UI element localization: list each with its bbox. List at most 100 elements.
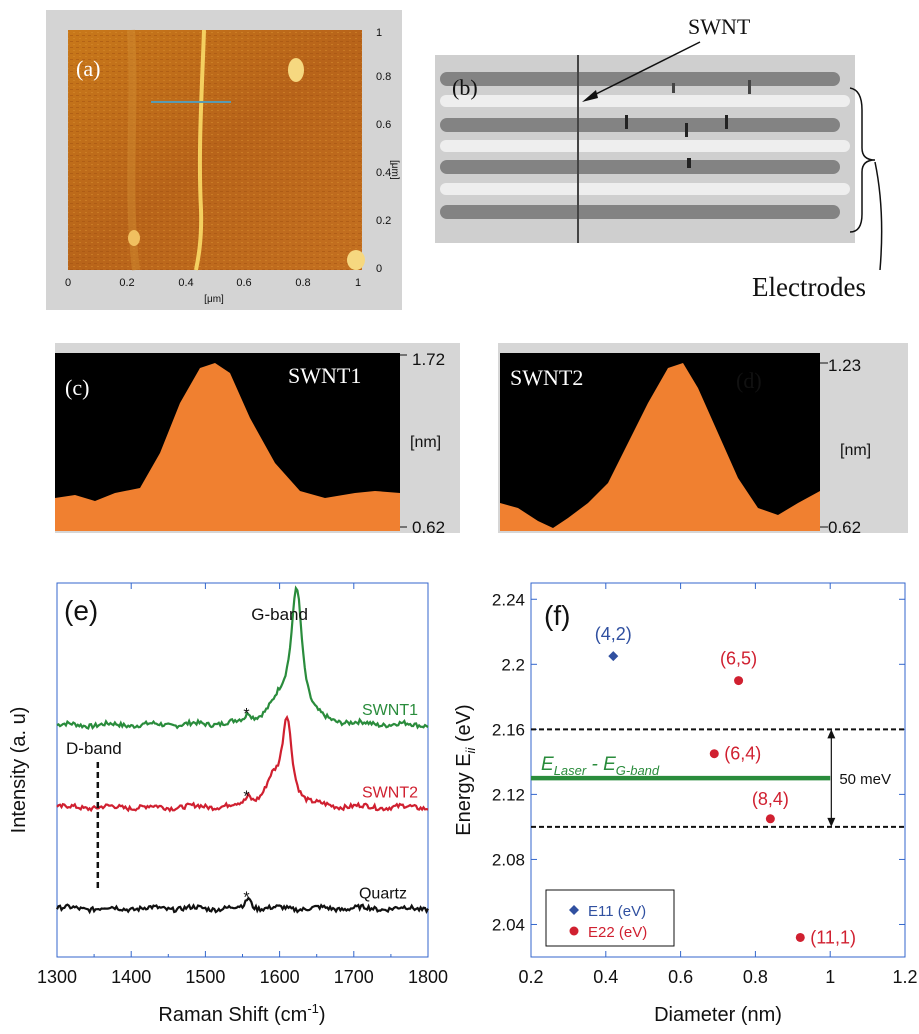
panel-c-label: (c) (65, 375, 89, 400)
raman-x-tick-label: 1300 (37, 967, 77, 987)
afm-x-unit: [μm] (204, 294, 224, 305)
panel-b-label: (b) (452, 75, 478, 100)
legend-label-e11: E11 (eV) (588, 903, 646, 920)
energy-x-axis-label: Diameter (nm) (654, 1004, 782, 1026)
profile-bottom-value: 0.62 (412, 518, 445, 533)
chirality-label: (4,2) (595, 624, 632, 644)
raman-x-axis-label: Raman Shift (cm-1) (158, 1001, 325, 1026)
swnt2-name: SWNT2 (510, 365, 583, 390)
energy-y-axis-label: Energy Eii (eV) (453, 704, 478, 835)
profile-area-swnt2 (500, 363, 820, 531)
swnt1-name: SWNT1 (288, 363, 361, 388)
afm-x-tick: 0 (65, 277, 71, 289)
height-profile-swnt1: (c) SWNT1 1.72 [nm] 0.62 (55, 343, 460, 537)
raman-chart: SWNT1 * SWNT2 * Quartz * 1300 1400 1500 1600 1700… (8, 582, 448, 1026)
legend-marker-e11 (569, 905, 579, 915)
panel-e-label: (e) (64, 595, 98, 626)
raman-x-tick-label: 1500 (185, 967, 225, 987)
energy-diameter-chart: 0.2 0.4 0.6 0.8 1 1.22.042.082.122.162.22.24 … (453, 582, 918, 1026)
energy-x-tick-label: 0.4 (593, 967, 618, 987)
legend-marker-e22 (569, 926, 579, 936)
laser-line-label: ELaser - EG-band (541, 754, 660, 778)
afm-y-tick: 0.6 (376, 119, 391, 131)
e22-data-point (795, 932, 805, 942)
afm-x-tick: 0.6 (236, 277, 251, 289)
raman-x-tick-label: 1700 (334, 967, 374, 987)
panel-b: (b) SWNT Electrodes (430, 0, 919, 302)
afm-x-tick: 0.8 (295, 277, 310, 289)
profile-bottom-value: 0.62 (828, 518, 861, 533)
afm-y-tick: 0.4 (376, 167, 391, 179)
profile-top-value: 1.23 (828, 356, 861, 375)
legend: E11 (eV) E22 (eV) (545, 889, 675, 947)
height-profile-swnt2: SWNT2 (d) 1.23 [nm] 0.62 (498, 343, 908, 537)
e22-data-point (709, 749, 719, 759)
profile-top-value: 1.72 (412, 350, 445, 369)
chirality-label: (6,4) (724, 744, 761, 764)
panel-a: (a) 0 0.2 0.4 0.6 0.8 1 [μm] 0 0.2 0.4 0… (46, 10, 402, 310)
swnt-arrow (587, 41, 701, 99)
energy-y-tick-label: 2.24 (492, 590, 525, 609)
profile-unit: [nm] (840, 442, 871, 459)
raman-star-marker: * (243, 706, 249, 723)
panel-f: 0.2 0.4 0.6 0.8 1 1.2 2.04 2.08 2.12 2.16 2.2 2.24 … (450, 580, 919, 1029)
raman-star-marker: * (243, 889, 249, 906)
afm-y-tick: 0.2 (376, 215, 391, 227)
legend-box (545, 889, 675, 947)
energy-x-tick-label: 0.2 (518, 967, 543, 987)
e22-data-point (734, 676, 744, 686)
raman-x-tick-label: 1400 (111, 967, 151, 987)
afm-y-tick: 0.8 (376, 71, 391, 83)
energy-y-tick-label: 2.2 (501, 655, 525, 674)
energy-x-tick-label: 1 (825, 967, 835, 987)
raman-y-axis-label: Intensity (a. u) (8, 707, 30, 834)
energy-y-tick-label: 2.04 (492, 915, 525, 934)
range-arrow-head-down (827, 817, 836, 827)
d-band-annotation: D-band (66, 739, 122, 758)
raman-x-tick-label: 1600 (260, 967, 300, 987)
energy-y-tick-label: 2.16 (492, 720, 525, 739)
electrode-image-frame: (b) SWNT Electrodes (435, 14, 883, 302)
afm-bright-particle (288, 58, 304, 82)
raman-series-quartz (56, 896, 429, 915)
afm-y-tick: 0 (376, 263, 382, 275)
swnt-arrow-label: SWNT (688, 14, 751, 39)
raman-series-label: SWNT2 (362, 784, 418, 801)
raman-series-swnt1 (56, 585, 429, 730)
raman-series-label: Quartz (359, 885, 407, 902)
afm-y-tick: 1 (376, 27, 382, 39)
energy-x-tick-label: 0.8 (743, 967, 768, 987)
energy-y-tick-label: 2.08 (492, 850, 525, 869)
chirality-label: (11,1) (810, 927, 856, 947)
raman-series-swnt2 (56, 714, 429, 813)
raman-series-label: SWNT1 (362, 702, 418, 719)
afm-x-tick: 1 (355, 277, 361, 289)
panel-a-label: (a) (76, 56, 100, 81)
panel-f-label: (f) (544, 600, 570, 631)
afm-image-frame: (a) 0 0.2 0.4 0.6 0.8 1 [μm] 0 0.2 0.4 0… (46, 10, 402, 310)
energy-plot-frame (530, 582, 906, 958)
afm-x-tick: 0.4 (178, 277, 193, 289)
profile-area-swnt1 (55, 363, 400, 531)
electrode-bracket (849, 87, 876, 233)
panel-d: SWNT2 (d) 1.23 [nm] 0.62 (498, 343, 908, 537)
chirality-label: (6,5) (720, 649, 757, 669)
energy-x-tick-label: 0.6 (668, 967, 693, 987)
chirality-label: (8,4) (752, 789, 789, 809)
profile-unit: [nm] (410, 434, 441, 451)
g-band-annotation: G-band (251, 605, 308, 624)
e11-data-point (608, 651, 619, 662)
range-arrow-head-up (827, 729, 836, 739)
panel-c: (c) SWNT1 1.72 [nm] 0.62 (55, 343, 460, 537)
legend-label-e22: E22 (eV) (588, 924, 647, 941)
e22-data-point (765, 814, 775, 824)
raman-x-tick-label: 1800 (408, 967, 448, 987)
electrodes-label: Electrodes (752, 272, 866, 300)
panel-d-label: (d) (736, 368, 762, 393)
range-50mev-label: 50 meV (839, 771, 891, 788)
raman-star-marker: * (243, 788, 249, 805)
afm-x-tick: 0.2 (119, 277, 134, 289)
afm-y-unit: [μm] (389, 160, 400, 180)
energy-x-tick-label: 1.2 (892, 967, 917, 987)
energy-y-tick-label: 2.12 (492, 785, 525, 804)
